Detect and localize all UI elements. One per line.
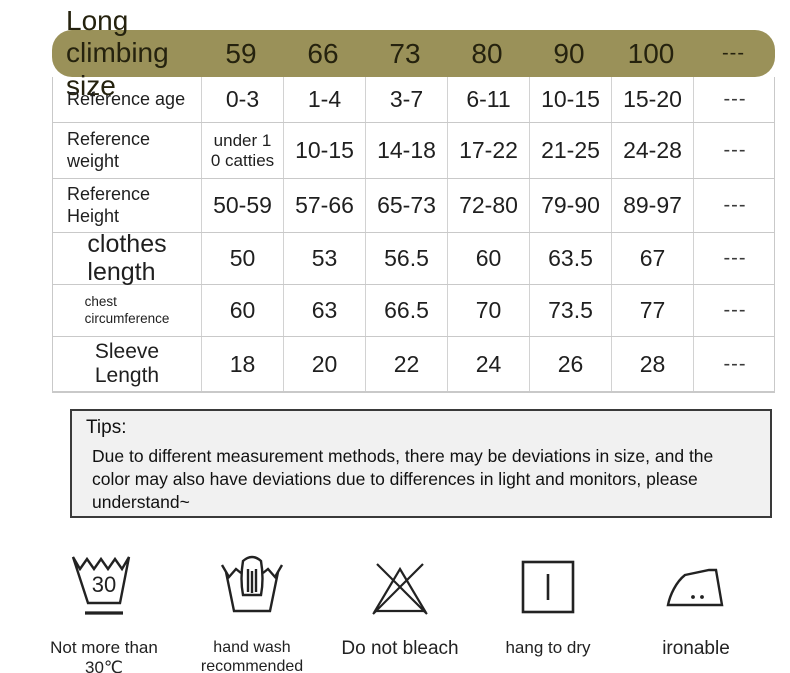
row-label-text: clothes length <box>87 230 167 286</box>
dash-cell: --- <box>693 123 776 178</box>
table-row: Reference age 0-3 1-4 3-7 6-11 10-15 15-20 --- <box>53 77 774 123</box>
value-cell: 3-7 <box>365 77 447 122</box>
value-cell: 1-4 <box>283 77 365 122</box>
header-label-text: Long climbing size <box>66 5 169 101</box>
value-cell: 70 <box>447 285 529 336</box>
table-row: Reference Height 50-59 57-66 65-73 72-80 79-9… <box>53 179 774 233</box>
value-cell: 50 <box>201 233 283 284</box>
value-cell: 53 <box>283 233 365 284</box>
value-cell: 63 <box>283 285 365 336</box>
value-cell: 15-20 <box>611 77 693 122</box>
header-size-cell: 90 <box>553 37 585 69</box>
size-table-header: Long climbing size 59 66 73 80 90 100 --- <box>52 5 775 101</box>
row-label-text: Reference Height <box>67 184 151 226</box>
row-label: Sleeve Length <box>53 337 201 391</box>
value-cell: 65-73 <box>365 179 447 232</box>
value-cell: 26 <box>529 337 611 391</box>
size-table-body: Reference age 0-3 1-4 3-7 6-11 10-15 15-20 --- R… <box>52 77 775 393</box>
value-cell: 79-90 <box>529 179 611 232</box>
value-cell: 14-18 <box>365 123 447 178</box>
value-cell: 24-28 <box>611 123 693 178</box>
care-item-wash-30: 30 Not more than 30℃ <box>30 548 178 673</box>
row-label-text: chest circumference <box>84 293 170 326</box>
table-row: Reference weight under 1 0 catties 10-15 14… <box>53 123 774 179</box>
tips-box: Tips: Due to different measurement metho… <box>70 409 772 518</box>
value-cell: 17-22 <box>447 123 529 178</box>
row-label-text: Reference weight <box>67 129 151 171</box>
value-cell: 72-80 <box>447 179 529 232</box>
value-cell: 67 <box>611 233 693 284</box>
value-cell: 6-11 <box>447 77 529 122</box>
value-cell: 0-3 <box>201 77 283 122</box>
value-cell: 20 <box>283 337 365 391</box>
value-cell: under 1 0 catties <box>201 123 283 178</box>
do-not-bleach-icon <box>367 548 433 626</box>
header-label: Long climbing size <box>52 5 200 102</box>
care-item-do-not-bleach: Do not bleach <box>326 548 474 673</box>
value-cell: 56.5 <box>365 233 447 284</box>
header-size-cell: 80 <box>471 37 503 69</box>
dash-cell: --- <box>693 337 776 391</box>
value-cell: 10-15 <box>529 77 611 122</box>
row-label: Reference weight <box>53 123 201 178</box>
value-cell: 60 <box>201 285 283 336</box>
table-row: clothes length 50 53 56.5 60 63.5 67 --- <box>53 230 776 286</box>
care-label: ironable <box>662 638 730 659</box>
value-cell: 22 <box>365 337 447 391</box>
care-label: hang to dry <box>505 638 591 657</box>
table-row: Sleeve Length 18 20 22 24 26 28 --- <box>53 337 774 392</box>
row-label: chest circumference <box>53 285 201 336</box>
wash-temp-number: 30 <box>92 572 116 597</box>
value-cell: 24 <box>447 337 529 391</box>
value-cell: 57-66 <box>283 179 365 232</box>
row-label: Reference Height <box>53 179 201 232</box>
care-item-hand-wash: hand wash recommended <box>178 548 326 673</box>
dash-cell: --- <box>693 179 776 232</box>
wash-30-icon: 30 <box>68 548 140 626</box>
value-cell: 10-15 <box>283 123 365 178</box>
row-label: Reference age <box>53 77 201 122</box>
header-size-cell: --- <box>722 42 745 64</box>
dash-cell: --- <box>693 233 776 284</box>
row-label-text: Reference age <box>67 88 186 109</box>
size-table: Long climbing size 59 66 73 80 90 100 --- Refer… <box>52 5 775 393</box>
tips-body: Due to different measurement methods, th… <box>92 446 714 512</box>
dash-cell: --- <box>693 77 776 122</box>
dash-cell: --- <box>693 285 776 336</box>
care-label: hand wash recommended <box>200 639 304 673</box>
row-label-text: Sleeve Length <box>94 339 160 387</box>
value-cell: 28 <box>611 337 693 391</box>
value-cell: 73.5 <box>529 285 611 336</box>
value-cell: 60 <box>447 233 529 284</box>
care-label: Not more than 30℃ <box>50 638 158 673</box>
value-cell: 50-59 <box>201 179 283 232</box>
value-cell: 18 <box>201 337 283 391</box>
tips-title: Tips: <box>86 417 127 438</box>
value-cell: 77 <box>611 285 693 336</box>
care-item-ironable: ironable <box>622 548 770 673</box>
value-cell: 21-25 <box>529 123 611 178</box>
value-cell: 89-97 <box>611 179 693 232</box>
value-cell: 66.5 <box>365 285 447 336</box>
care-label: Do not bleach <box>341 638 459 659</box>
care-instructions: 30 Not more than 30℃ hand wash recommend… <box>30 548 770 673</box>
hand-wash-icon <box>216 548 288 626</box>
value-cell: 63.5 <box>529 233 611 284</box>
row-label: clothes length <box>53 230 201 286</box>
header-size-cell: 59 <box>225 37 257 69</box>
header-size-cell: 66 <box>307 37 339 69</box>
hang-to-dry-icon <box>518 548 578 626</box>
header-size-cell: 100 <box>627 37 675 69</box>
table-row: chest circumference 60 63 66.5 70 73.5 77 --- <box>53 285 774 337</box>
header-size-cell: 73 <box>389 37 421 69</box>
care-item-hang-to-dry: hang to dry <box>474 548 622 673</box>
ironable-icon <box>661 548 731 626</box>
